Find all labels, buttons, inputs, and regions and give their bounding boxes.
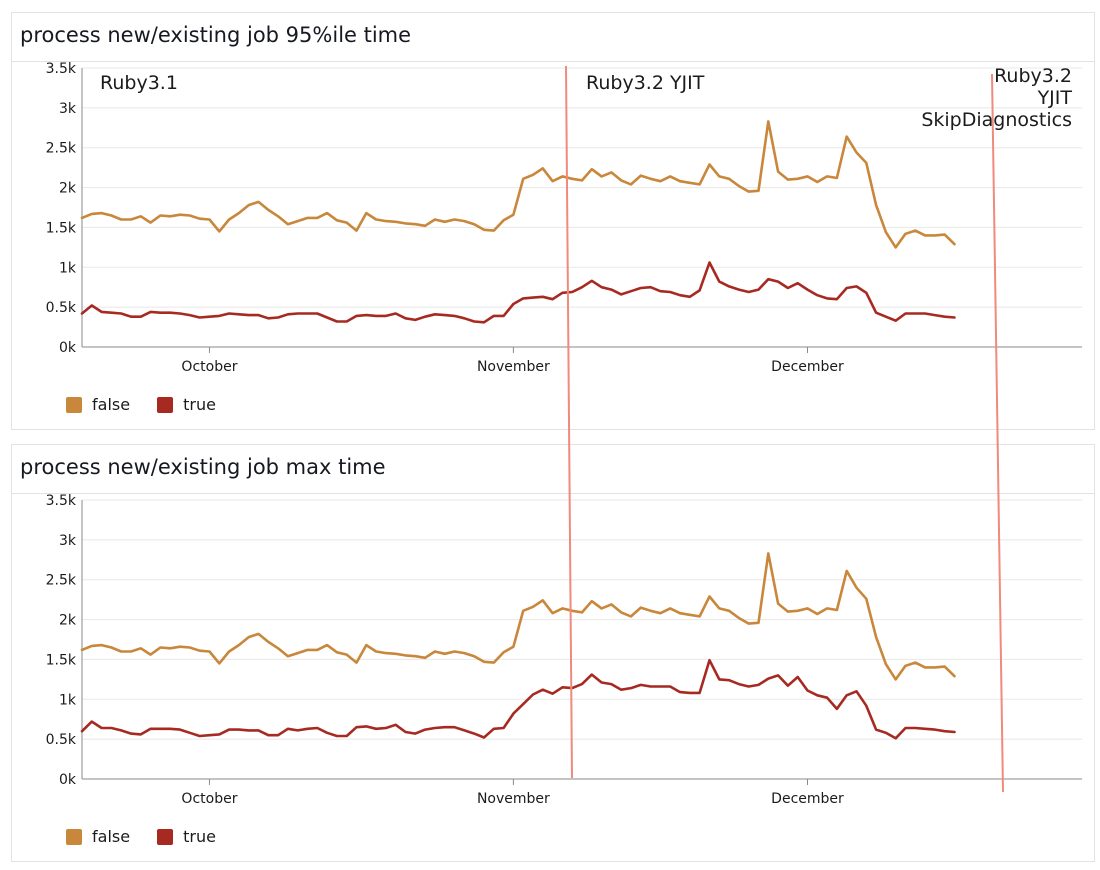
series-line-false[interactable] <box>82 121 955 247</box>
x-tick-label: October <box>181 791 237 807</box>
y-tick-label: 3k <box>59 533 77 549</box>
y-tick-label: 2k <box>59 181 77 197</box>
series-line-false[interactable] <box>82 553 955 679</box>
chart-panel-95th-percentile: process new/existing job 95%ile time 0k 0… <box>11 12 1095 430</box>
line-chart[interactable]: 0k 0.5k 1k 1.5k 2k 2.5k 3k 3.5k October November D… <box>12 445 1094 825</box>
legend-swatch-false <box>66 829 82 845</box>
x-tick-label: November <box>477 359 550 375</box>
y-tick-label: 2k <box>59 613 77 629</box>
y-tick-label: 0k <box>59 340 77 356</box>
legend: false true <box>66 827 238 849</box>
x-tick-label: November <box>477 791 550 807</box>
y-tick-label: 0.5k <box>46 732 77 748</box>
y-tick-label: 3k <box>59 101 77 117</box>
legend-swatch-false <box>66 397 82 413</box>
y-tick-label: 2.5k <box>46 141 77 157</box>
legend-swatch-true <box>157 829 173 845</box>
chart-panel-max-time: process new/existing job max time 0k 0.5k… <box>11 444 1095 862</box>
y-tick-label: 3.5k <box>46 61 77 77</box>
series-line-true[interactable] <box>82 263 955 323</box>
legend-item-true[interactable]: true <box>157 827 216 846</box>
y-tick-label: 1.5k <box>46 220 77 236</box>
legend-item-false[interactable]: false <box>66 395 130 414</box>
x-tick-label: December <box>771 359 844 375</box>
legend: false true <box>66 395 238 417</box>
legend-item-true[interactable]: true <box>157 395 216 414</box>
legend-label: false <box>92 827 130 846</box>
line-chart[interactable]: 0k 0.5k 1k 1.5k 2k 2.5k 3k 3.5k October November D… <box>12 13 1094 393</box>
legend-item-false[interactable]: false <box>66 827 130 846</box>
x-tick-label: October <box>181 359 237 375</box>
y-tick-label: 1.5k <box>46 652 77 668</box>
legend-label: false <box>92 395 130 414</box>
y-tick-label: 0.5k <box>46 300 77 316</box>
legend-label: true <box>183 395 216 414</box>
x-tick-label: December <box>771 791 844 807</box>
y-tick-label: 3.5k <box>46 493 77 509</box>
legend-label: true <box>183 827 216 846</box>
y-tick-label: 1k <box>59 692 77 708</box>
y-tick-label: 1k <box>59 260 77 276</box>
y-tick-label: 0k <box>59 772 77 788</box>
legend-swatch-true <box>157 397 173 413</box>
y-tick-label: 2.5k <box>46 573 77 589</box>
